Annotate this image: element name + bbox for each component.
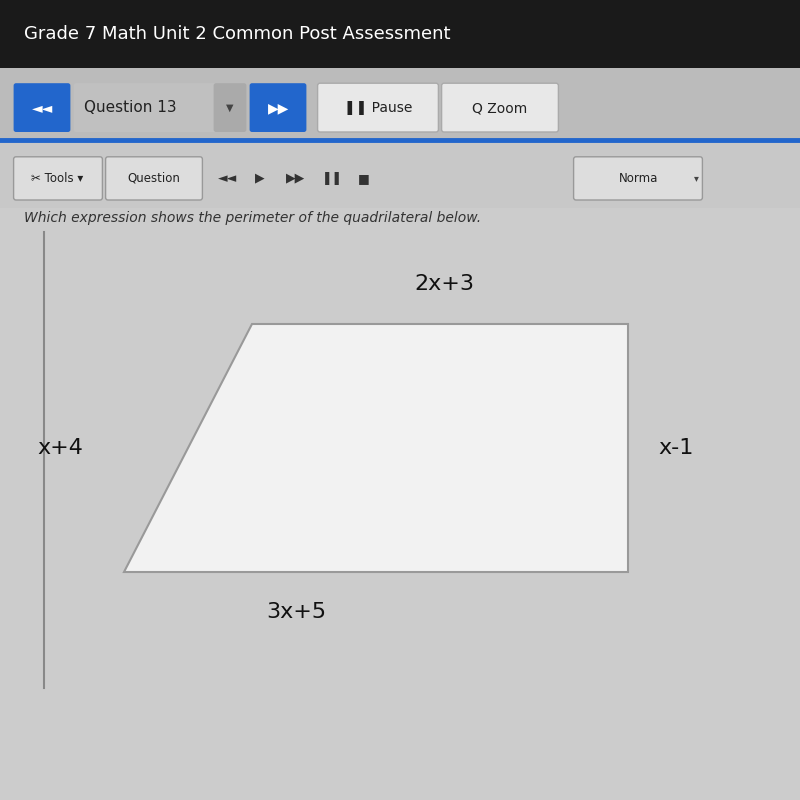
Text: ▶: ▶ bbox=[255, 172, 265, 185]
FancyBboxPatch shape bbox=[106, 157, 202, 200]
FancyBboxPatch shape bbox=[214, 83, 246, 132]
Text: ■: ■ bbox=[358, 172, 370, 185]
Text: ▼: ▼ bbox=[226, 103, 234, 113]
Text: ▶▶: ▶▶ bbox=[268, 101, 289, 115]
Text: 2x+3: 2x+3 bbox=[414, 274, 474, 294]
FancyBboxPatch shape bbox=[250, 83, 306, 132]
Text: Question 13: Question 13 bbox=[84, 101, 177, 115]
Text: ▶▶: ▶▶ bbox=[286, 172, 306, 185]
Text: ❚❚: ❚❚ bbox=[322, 172, 342, 185]
FancyBboxPatch shape bbox=[442, 83, 558, 132]
Text: ◄◄: ◄◄ bbox=[32, 101, 53, 115]
FancyBboxPatch shape bbox=[74, 83, 218, 132]
FancyBboxPatch shape bbox=[574, 157, 702, 200]
Text: x-1: x-1 bbox=[658, 438, 694, 458]
Text: ◄◄: ◄◄ bbox=[218, 172, 238, 185]
Text: ❚❚ Pause: ❚❚ Pause bbox=[344, 101, 413, 115]
Polygon shape bbox=[124, 324, 628, 572]
FancyBboxPatch shape bbox=[318, 83, 438, 132]
Text: Norma: Norma bbox=[618, 172, 658, 185]
Text: x+4: x+4 bbox=[37, 438, 83, 458]
Text: Q Zoom: Q Zoom bbox=[472, 101, 528, 115]
Text: Grade 7 Math Unit 2 Common Post Assessment: Grade 7 Math Unit 2 Common Post Assessme… bbox=[24, 26, 450, 43]
Bar bbox=[0, 68, 800, 140]
Text: Which expression shows the perimeter of the quadrilateral below.: Which expression shows the perimeter of … bbox=[24, 210, 481, 225]
Text: 3x+5: 3x+5 bbox=[266, 602, 326, 622]
FancyBboxPatch shape bbox=[14, 83, 70, 132]
Text: ✂ Tools ▾: ✂ Tools ▾ bbox=[31, 172, 84, 185]
FancyBboxPatch shape bbox=[14, 157, 102, 200]
Bar bbox=[0, 0, 800, 68]
Bar bbox=[0, 140, 800, 208]
Text: ▾: ▾ bbox=[694, 174, 698, 183]
Text: Question: Question bbox=[127, 172, 180, 185]
